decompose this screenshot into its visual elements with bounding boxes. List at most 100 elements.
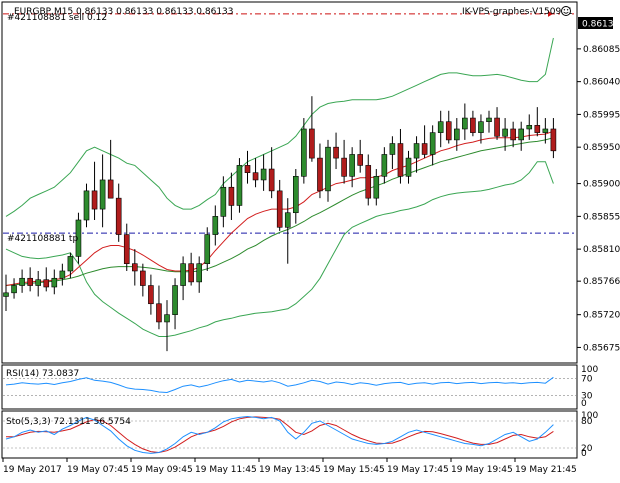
candle-body xyxy=(284,212,291,228)
price-tick-label: 0.85675 xyxy=(583,343,620,353)
sto-main-line xyxy=(5,415,554,454)
candle-body xyxy=(309,128,315,159)
candle xyxy=(123,223,130,271)
candle-body xyxy=(19,277,25,286)
candle xyxy=(486,110,492,133)
candle xyxy=(27,267,33,292)
candle-body xyxy=(3,292,9,297)
candle-body xyxy=(292,176,299,214)
candle xyxy=(220,176,227,228)
candle xyxy=(51,269,58,295)
candle-body xyxy=(325,146,331,192)
candle-body xyxy=(437,121,444,133)
candle xyxy=(309,96,315,162)
candle-body xyxy=(478,121,484,133)
candle-body xyxy=(542,128,549,133)
rsi-level-label: 100 xyxy=(581,365,598,375)
candle xyxy=(445,110,452,144)
candle-body xyxy=(204,234,211,264)
sell-order-label: #421108881 sell 0.12 xyxy=(7,13,107,23)
candle xyxy=(91,161,98,221)
candle xyxy=(67,252,74,279)
candle xyxy=(494,107,500,140)
symbol-info: EURGBP,M15 0.86133 0.86133 0.86133 0.861… xyxy=(14,7,234,17)
price-tick-label: 0.85810 xyxy=(583,245,620,255)
candle xyxy=(429,125,436,166)
price-tick-label: 0.85766 xyxy=(583,277,620,287)
candle-body xyxy=(123,234,130,264)
rsi-level-label: 0 xyxy=(581,399,587,409)
time-tick-label: 19 May 13:45 xyxy=(259,465,321,475)
candle-body xyxy=(164,314,170,323)
candle-body xyxy=(132,263,138,272)
candle-body xyxy=(220,186,227,217)
candle-body xyxy=(83,190,90,221)
candle-body xyxy=(349,154,355,177)
candle xyxy=(107,139,114,199)
time-tick-label: 19 May 07:45 xyxy=(67,465,129,475)
candle-body xyxy=(429,132,436,155)
candle-body xyxy=(389,143,396,155)
candle xyxy=(43,267,50,292)
candle xyxy=(341,139,347,184)
moving-average-slow xyxy=(5,137,554,286)
candle-body xyxy=(462,117,468,130)
candle xyxy=(373,169,380,206)
candle-body xyxy=(268,168,275,192)
candle xyxy=(470,110,476,137)
candle xyxy=(148,274,154,315)
sto-level-label: 0 xyxy=(581,449,587,459)
candle xyxy=(292,169,299,224)
tp-order-label: #421108881 tp xyxy=(7,234,78,244)
candle-body xyxy=(381,154,388,177)
candle xyxy=(526,114,533,140)
sto-level-label: 100 xyxy=(581,411,598,421)
time-tick-label: 19 May 21:45 xyxy=(515,465,577,475)
candle-body xyxy=(470,117,476,133)
candle xyxy=(11,278,17,299)
candle-body xyxy=(494,117,500,137)
candle xyxy=(172,278,178,330)
candle xyxy=(260,154,267,191)
candle xyxy=(478,114,484,144)
candle xyxy=(156,285,162,330)
candle xyxy=(204,227,211,271)
candle-body xyxy=(413,143,420,159)
candle-body xyxy=(357,154,364,166)
time-tick-label: 19 May 11:45 xyxy=(195,465,257,475)
candle-body xyxy=(107,179,114,199)
candle-body xyxy=(43,279,50,288)
candle-body xyxy=(333,146,339,159)
sto-level-label: 80 xyxy=(581,417,593,427)
candle xyxy=(333,132,339,170)
candle xyxy=(188,252,194,286)
candle xyxy=(510,121,516,148)
candle xyxy=(357,139,364,173)
candle-body xyxy=(75,219,82,257)
candle-body xyxy=(502,128,508,137)
candle xyxy=(421,125,428,159)
candle-body xyxy=(99,179,106,210)
sto-layer xyxy=(3,415,576,454)
candle-body xyxy=(228,186,235,206)
candle xyxy=(212,205,219,246)
candle-body xyxy=(59,270,66,279)
candle xyxy=(3,274,9,312)
candle xyxy=(550,118,557,159)
candle xyxy=(132,249,138,286)
candle-body xyxy=(550,128,557,152)
candle xyxy=(502,118,508,151)
current-price-tag: 0.86133 xyxy=(578,17,619,30)
candle-body xyxy=(405,157,412,177)
current-price-value: 0.86133 xyxy=(582,20,619,30)
candle-body xyxy=(212,216,219,235)
candle-body xyxy=(397,143,404,177)
candle-body xyxy=(148,285,154,305)
candle-body xyxy=(486,117,492,122)
candle xyxy=(196,256,202,293)
candle-body xyxy=(510,128,516,141)
candle xyxy=(317,143,323,199)
candle xyxy=(99,154,106,228)
